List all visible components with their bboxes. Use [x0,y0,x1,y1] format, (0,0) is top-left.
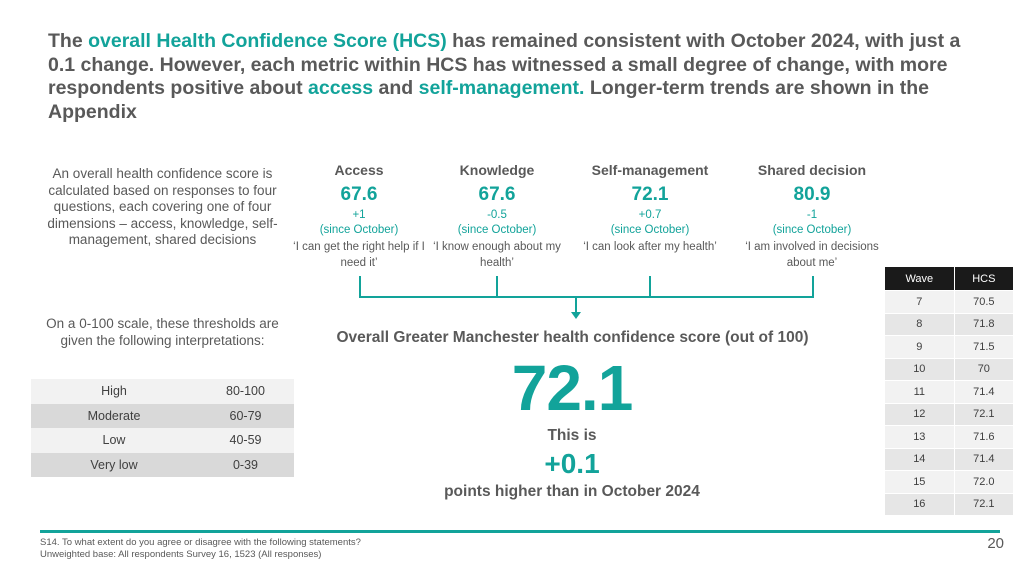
interpretation-row-very-low: Very low 0-39 [31,452,294,477]
table-row: 7 70.5 [885,290,1015,313]
table-row: 14 71.4 [885,447,1015,471]
metric-value: 72.1 [631,184,669,205]
metric-title: Access [334,162,384,178]
hcs-cell: 71.6 [954,425,1015,448]
scale-intro-text: On a 0-100 scale, these thresholds are g… [46,316,279,348]
table-row: 9 71.5 [885,335,1015,358]
metric-change: -1 [806,209,818,221]
metric-value: 80.9 [793,184,831,205]
footnote: S14. To what extent do you agree or disa… [40,537,361,561]
headline-highlight-hcs: overall Health Confidence Score (HCS) [88,30,447,52]
metric-question: ‘I can look after my health’ [583,241,717,253]
metric-title: Knowledge [459,162,535,178]
table-row: 11 71.4 [885,380,1015,403]
overall-score-value: 72.1 [511,352,634,424]
bracket-arrow-head [571,312,581,319]
wave-cell: 10 [885,357,955,381]
headline-text-1: The [48,30,89,52]
interpretation-row-moderate: Moderate 60-79 [31,403,294,428]
metric-knowledge: Knowledge 67.6 -0.5 (since October) ‘I k… [422,162,572,271]
hcs-cell: 70 [954,357,1015,381]
headline-text-4: Longer-term trends are shown in the Appe… [48,77,929,123]
wave-cell: 16 [885,492,955,515]
table-row: 15 72.0 [885,470,1015,493]
wave-cell: 14 [885,447,955,471]
interpretation-range: 0-39 [197,452,294,477]
wave-cell: 12 [885,402,955,426]
interpretation-label: Low [31,428,197,453]
headline-highlight-access: access [308,77,374,99]
interpretation-row-high: High 80-100 [31,379,294,404]
interpretation-range: 80-100 [197,379,294,404]
points-higher-text: points higher than in October 2024 [444,483,700,500]
footnote-question: S14. To what extent do you agree or disa… [40,537,361,548]
page-number: 20 [987,535,1004,552]
metric-title: Self-management [591,162,709,178]
headline-highlight-self-management: self-management. [418,77,585,99]
metric-question: ‘I know enough about my health’ [433,241,561,269]
headline-text-3: and [373,77,419,99]
score-difference: +0.1 [544,448,600,479]
interpretation-table: High 80-100 Moderate 60-79 Low 40-59 Ver… [31,379,294,477]
metric-title: Shared decision [757,162,867,178]
metric-since: (since October) [772,224,852,236]
hcs-cell: 71.5 [954,335,1015,358]
table-row: 8 71.8 [885,312,1015,336]
wave-cell: 7 [885,290,955,313]
wave-cell: 13 [885,425,955,448]
interpretation-label: Very low [31,452,197,477]
hcs-cell: 72.0 [954,470,1015,493]
metric-self-management: Self-management 72.1 +0.7 (since October… [575,162,725,255]
wave-cell: 8 [885,312,955,336]
metric-since: (since October) [319,224,399,236]
metric-change: -0.5 [487,209,507,221]
interpretation-range: 60-79 [197,403,294,428]
wave-cell: 11 [885,380,955,403]
hcs-cell: 71.4 [954,380,1015,403]
hcs-cell: 71.4 [954,447,1015,471]
interpretation-row-low: Low 40-59 [31,428,294,453]
metric-access: Access 67.6 +1 (since October) ‘I can ge… [284,162,434,271]
metric-change: +1 [352,209,366,221]
metric-value: 67.6 [340,184,378,205]
slide-headline: The overall Health Confidence Score (HCS… [48,30,978,124]
table-row: 16 72.1 [885,492,1015,515]
metric-shared-decision: Shared decision 80.9 -1 (since October) … [737,162,887,271]
hcs-cell: 71.8 [954,312,1015,336]
bracket-line [359,276,814,298]
metric-question: ‘I am involved in decisions about me’ [745,241,879,269]
table-row: 10 70 [885,357,1015,381]
footnote-base: Unweighted base: All respondents Survey … [40,549,322,560]
hcs-column-header: HCS [954,267,1015,291]
table-row: 12 72.1 [885,402,1015,426]
metric-since: (since October) [610,224,690,236]
metric-value: 67.6 [478,184,516,205]
wave-hcs-table: Wave HCS 7 70.5 8 71.8 9 71.5 10 70 11 71.4 1… [885,267,1015,515]
wave-column-header: Wave [885,267,955,291]
hcs-cell: 72.1 [954,402,1015,426]
hcs-cell: 72.1 [954,492,1015,515]
this-is-text: This is [547,427,597,444]
overall-score-label: Overall Greater Manchester health confid… [336,329,809,346]
metric-question: ‘I can get the right help if I need it’ [293,241,425,269]
wave-table-header-row: Wave HCS [885,267,1015,291]
footer-divider [40,530,1000,533]
metric-change: +0.7 [638,209,662,221]
table-row: 13 71.6 [885,425,1015,448]
wave-cell: 15 [885,470,955,493]
wave-cell: 9 [885,335,955,358]
hcs-intro-text: An overall health confidence score is ca… [47,166,278,247]
headline-text-2: has remained consistent with October 202… [48,30,961,99]
interpretation-label: Moderate [31,403,197,428]
interpretation-range: 40-59 [197,428,294,453]
interpretation-label: High [31,379,197,404]
hcs-cell: 70.5 [954,290,1015,313]
metric-since: (since October) [457,224,537,236]
